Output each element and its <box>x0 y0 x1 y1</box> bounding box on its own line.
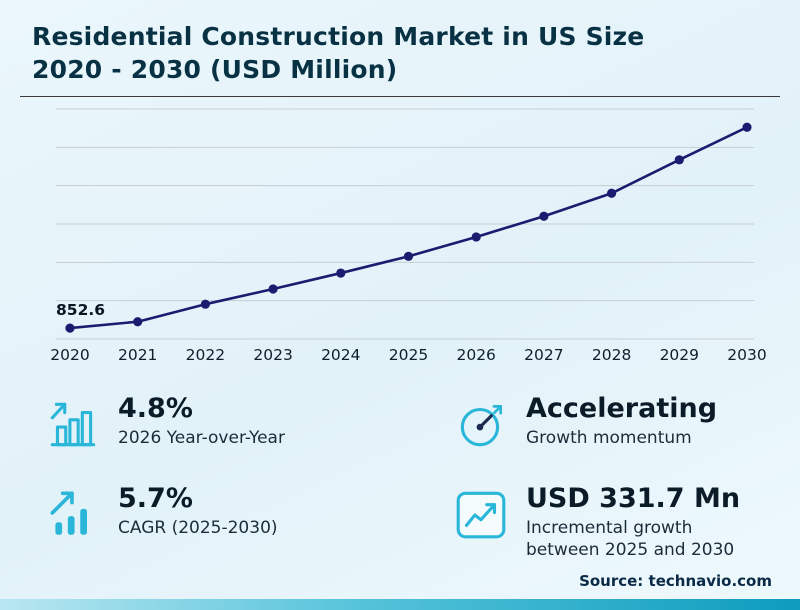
gauge-icon <box>460 405 503 447</box>
stat-incremental-growth: USD 331.7 Mn Incremental growth between … <box>452 483 770 562</box>
chart-box-icon <box>456 491 506 539</box>
svg-text:2030: 2030 <box>727 346 766 364</box>
svg-text:2027: 2027 <box>524 346 563 364</box>
svg-text:2025: 2025 <box>389 346 428 364</box>
svg-text:2023: 2023 <box>253 346 292 364</box>
market-size-line-chart: 852.6 2020 2021 2022 2023 2024 2025 2026 2027 202… <box>20 101 800 371</box>
svg-text:2029: 2029 <box>660 346 699 364</box>
stat-value-yoy: 4.8% <box>118 393 193 424</box>
line-chart-svg: 852.6 2020 2021 2022 2023 2024 2025 2026 2027 202… <box>50 108 767 364</box>
svg-text:2026: 2026 <box>456 346 495 364</box>
stats-grid: 4.8% 2026 Year-over-Year Accelerating Gr… <box>0 371 800 562</box>
trend-up-icon <box>50 491 87 535</box>
stat-cagr: 5.7% CAGR (2025-2030) <box>44 483 452 562</box>
bar-chart-icon <box>50 402 96 447</box>
svg-text:2020: 2020 <box>50 346 89 364</box>
bottom-accent-bar <box>0 599 800 610</box>
source-text: Source: technavio.com <box>579 572 772 590</box>
stat-value-momentum: Accelerating <box>526 393 718 424</box>
stat-label-cagr: CAGR (2025-2030) <box>118 518 278 539</box>
title-divider <box>20 96 780 97</box>
stat-value-cagr: 5.7% <box>118 483 193 514</box>
page-title-line-2: 2020 - 2030 (USD Million) <box>32 55 398 84</box>
svg-text:2021: 2021 <box>118 346 157 364</box>
svg-text:2024: 2024 <box>321 346 360 364</box>
page-title: Residential Construction Market in US Si… <box>32 20 770 86</box>
page-title-line-1: Residential Construction Market in US Si… <box>32 22 645 51</box>
svg-text:2022: 2022 <box>186 346 225 364</box>
stat-yoy-growth: 4.8% 2026 Year-over-Year <box>44 393 452 453</box>
stat-value-incremental: USD 331.7 Mn <box>526 483 741 514</box>
svg-text:852.6: 852.6 <box>56 301 105 319</box>
stat-label-incremental: Incremental growth between 2025 and 2030 <box>526 518 735 560</box>
stat-label-yoy: 2026 Year-over-Year <box>118 428 285 449</box>
stat-label-momentum: Growth momentum <box>526 428 692 449</box>
stat-momentum: Accelerating Growth momentum <box>452 393 770 453</box>
svg-text:2028: 2028 <box>592 346 631 364</box>
